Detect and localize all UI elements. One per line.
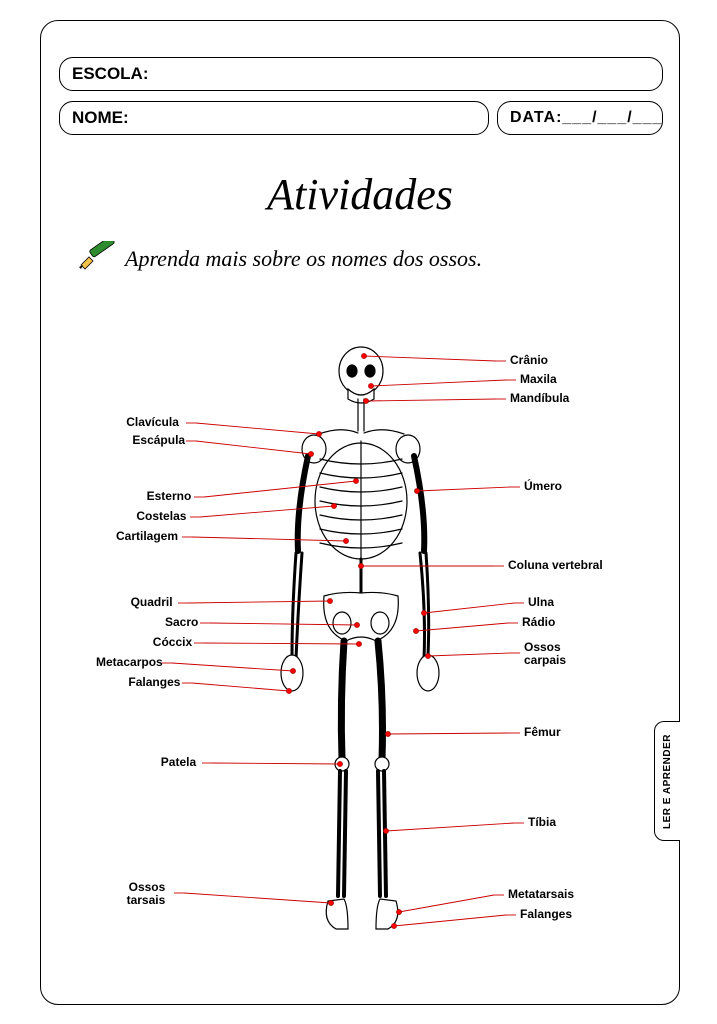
- nome-field[interactable]: NOME:: [59, 101, 489, 135]
- data-field[interactable]: DATA:___/___/___: [497, 101, 663, 135]
- nome-label: NOME:: [72, 108, 129, 128]
- escola-field[interactable]: ESCOLA:: [59, 57, 663, 91]
- instruction-text: Aprenda mais sobre os nomes dos ossos.: [125, 246, 482, 272]
- page-title: Atividades: [41, 169, 679, 220]
- page-frame: ESCOLA: NOME: DATA:___/___/___ Atividade…: [40, 20, 680, 1005]
- brand-tab-text: LER E APRENDER: [662, 734, 673, 829]
- skeleton-diagram: ClavículaEscápulaEsternoCostelasCartilag…: [96, 341, 626, 961]
- data-label: DATA:___/___/___: [510, 109, 662, 127]
- pencil-icon: [79, 241, 119, 271]
- brand-tab: LER E APRENDER: [654, 721, 680, 841]
- escola-label: ESCOLA:: [72, 64, 149, 84]
